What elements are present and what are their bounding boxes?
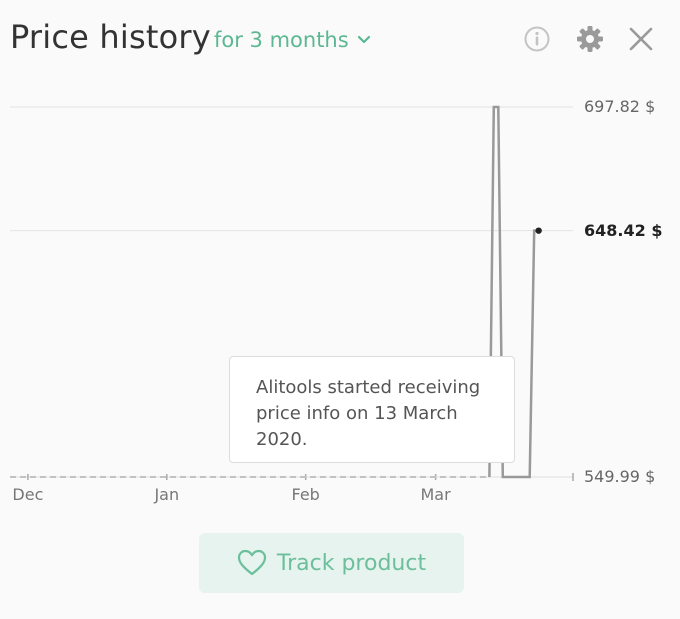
current-price-dot: [535, 227, 542, 234]
close-button[interactable]: [626, 24, 656, 54]
price-chart-plot: [10, 105, 574, 481]
info-button[interactable]: [522, 24, 552, 54]
chevron-down-icon: [357, 35, 370, 44]
price-line: [488, 105, 539, 479]
y-tick-label-min: 549.99 $: [584, 467, 656, 486]
close-icon: [629, 27, 653, 51]
heart-icon: [237, 549, 267, 576]
tracking-info-tooltip: Alitools started receiving price info on…: [229, 356, 515, 463]
header: Price history for 3 months: [0, 0, 680, 80]
x-tick-label-mar: Mar: [420, 485, 451, 504]
price-chart: 697.82 $ 648.42 $ 549.99 $ Dec Jan Feb M…: [0, 80, 680, 520]
x-tick-label-dec: Dec: [12, 485, 44, 504]
info-icon: [524, 26, 550, 52]
y-tick-label-current: 648.42 $: [584, 220, 663, 240]
period-dropdown[interactable]: for 3 months: [214, 28, 371, 52]
x-tick-label-feb: Feb: [291, 485, 320, 504]
settings-button[interactable]: [575, 24, 605, 54]
gear-icon: [577, 26, 603, 52]
page-title: Price history: [10, 18, 211, 56]
period-label: for 3 months: [214, 28, 349, 52]
track-product-button[interactable]: Track product: [199, 533, 464, 593]
track-product-label: Track product: [276, 550, 427, 576]
x-tick-label-jan: Jan: [154, 485, 180, 504]
y-tick-label-max: 697.82 $: [584, 97, 656, 116]
